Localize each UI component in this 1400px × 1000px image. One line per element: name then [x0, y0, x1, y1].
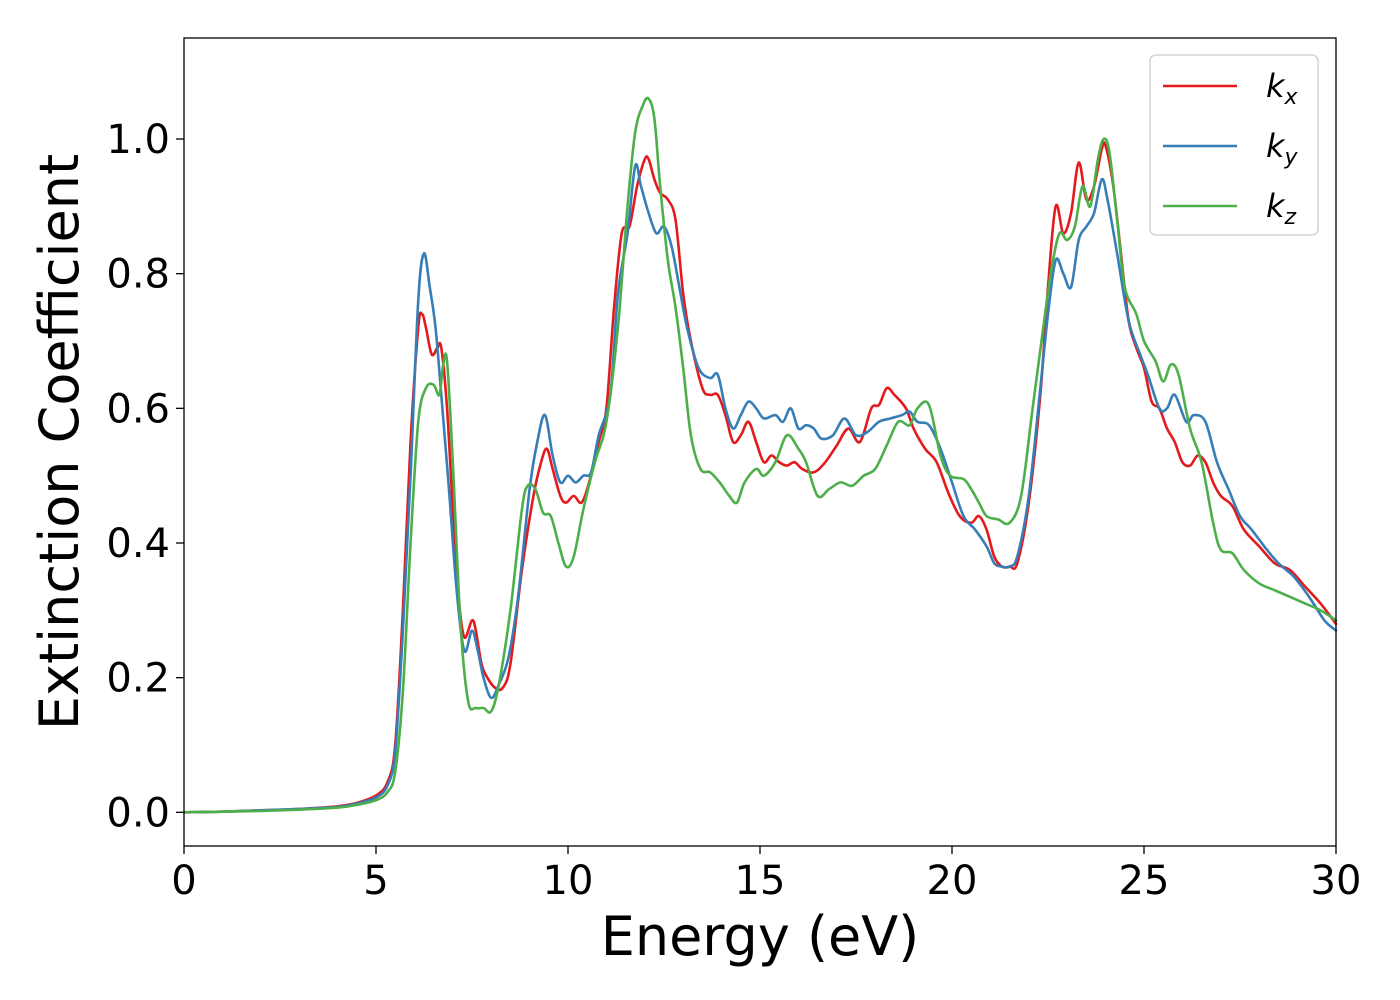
legend-label-kx: kx [1266, 67, 1299, 110]
y-tick-label: 0.2 [106, 656, 170, 702]
x-axis-ticks: 0 5 10 15 20 25 30 [171, 846, 1361, 904]
series-line-kz [182, 96, 1338, 814]
legend-label-ky: ky [1266, 127, 1299, 170]
x-axis-label: Energy (eV) [601, 905, 920, 968]
y-tick-label: 0.8 [106, 252, 170, 298]
y-tick-label: 0.4 [106, 521, 170, 567]
y-tick-label: 1.0 [106, 117, 170, 163]
series-line-ky [182, 162, 1338, 814]
legend: kx ky kz [1149, 54, 1319, 236]
series-layer [182, 96, 1338, 814]
legend-entries: kx ky kz [1163, 67, 1299, 230]
y-axis-label: Extinction Coefficient [28, 154, 91, 730]
x-tick-label: 25 [1119, 858, 1170, 904]
x-tick-label: 0 [171, 858, 196, 904]
x-tick-label: 15 [735, 858, 786, 904]
y-tick-label: 0.0 [106, 790, 170, 836]
x-tick-label: 5 [363, 858, 388, 904]
y-tick-label: 0.6 [106, 386, 170, 432]
x-tick-label: 20 [927, 858, 978, 904]
plot-area-background [184, 38, 1336, 846]
x-tick-label: 30 [1311, 858, 1362, 904]
x-tick-label: 10 [543, 858, 594, 904]
legend-label-kz: kz [1266, 187, 1297, 230]
y-axis-ticks: 0.0 0.2 0.4 0.6 0.8 1.0 [106, 117, 184, 836]
